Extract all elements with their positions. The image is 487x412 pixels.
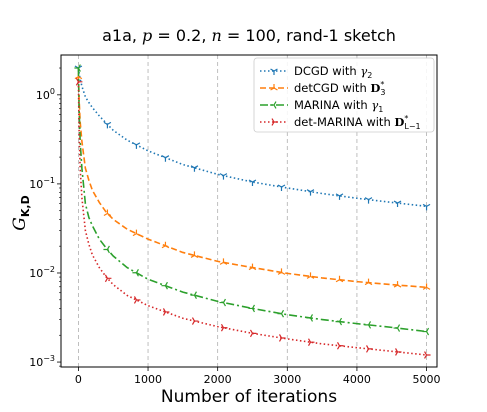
series-marker bbox=[335, 317, 343, 326]
series-marker bbox=[277, 309, 285, 318]
title-p-symbol: p bbox=[142, 26, 152, 45]
series-marker bbox=[336, 341, 344, 350]
series-marker bbox=[190, 165, 199, 172]
series-marker bbox=[364, 197, 373, 204]
x-tick-label: 3000 bbox=[273, 373, 301, 386]
title-p-value: = 0.2, bbox=[152, 26, 211, 45]
series-marker bbox=[133, 296, 141, 304]
series-marker bbox=[306, 189, 315, 196]
series-marker bbox=[366, 345, 373, 353]
legend-entry: detCGD with D* 3 bbox=[260, 80, 385, 97]
y-tick-label: 10−3 bbox=[29, 354, 55, 369]
legend-label: detCGD with D* 3 bbox=[294, 80, 385, 97]
legend-marker-sample bbox=[270, 84, 278, 91]
series-marker bbox=[191, 317, 199, 325]
legend-marker-sample bbox=[270, 68, 278, 75]
series-4 bbox=[75, 78, 431, 359]
series-line bbox=[77, 68, 427, 333]
series-marker bbox=[74, 64, 81, 72]
series-marker bbox=[104, 274, 112, 283]
series-marker bbox=[190, 251, 199, 258]
series-marker bbox=[307, 338, 315, 346]
title-n-symbol: n bbox=[212, 26, 222, 45]
series-1 bbox=[74, 65, 431, 211]
series-marker bbox=[75, 78, 83, 86]
series-marker bbox=[103, 245, 110, 254]
series-marker bbox=[424, 351, 431, 359]
y-axis-label: GK,D bbox=[10, 195, 32, 230]
series-marker bbox=[132, 142, 141, 149]
series-line bbox=[77, 76, 427, 289]
plot-series bbox=[74, 64, 431, 359]
x-tick-label: 4000 bbox=[343, 373, 371, 386]
series-line bbox=[77, 81, 427, 356]
legend-marker-sample bbox=[271, 118, 278, 126]
series-marker bbox=[248, 304, 256, 313]
series-marker bbox=[190, 291, 197, 299]
series-marker bbox=[161, 241, 170, 249]
series-marker bbox=[335, 275, 344, 283]
y-tick-label: 100 bbox=[36, 87, 55, 102]
series-marker bbox=[277, 268, 286, 275]
x-tick-label: 0 bbox=[75, 373, 82, 386]
title-dataset: a1a, bbox=[102, 26, 142, 45]
series-marker bbox=[335, 193, 344, 200]
series-marker bbox=[395, 348, 402, 356]
series-marker bbox=[103, 209, 112, 216]
series-marker bbox=[306, 272, 315, 279]
series-marker bbox=[364, 278, 373, 286]
x-axis-label: Number of iterations bbox=[161, 387, 337, 407]
series-marker bbox=[161, 155, 170, 162]
series-marker bbox=[132, 268, 139, 277]
series-marker bbox=[162, 308, 170, 316]
chart-title: a1a, p = 0.2, n = 100, rand-1 sketch bbox=[102, 26, 396, 45]
series-marker bbox=[161, 281, 168, 290]
legend-label: det-MARINA with D* L−1 bbox=[294, 114, 421, 131]
series-marker bbox=[103, 121, 112, 129]
series-marker bbox=[248, 263, 257, 271]
x-tick-label: 1000 bbox=[134, 373, 162, 386]
series-line bbox=[77, 67, 427, 208]
series-2 bbox=[74, 72, 431, 290]
series-marker bbox=[422, 203, 431, 211]
series-marker bbox=[249, 329, 257, 338]
y-tick-label: 10−2 bbox=[29, 265, 55, 280]
series-marker bbox=[219, 173, 228, 180]
series-marker bbox=[422, 283, 431, 290]
title-n-value: = 100, rand-1 sketch bbox=[222, 26, 396, 45]
x-axis-ticks: 0 1000 2000 3000 4000 5000 bbox=[75, 367, 441, 386]
series-marker bbox=[132, 229, 141, 237]
legend-entry: det-MARINA with D* L−1 bbox=[260, 114, 421, 131]
series-marker bbox=[219, 298, 226, 307]
series-3 bbox=[74, 64, 430, 336]
series-marker bbox=[306, 314, 314, 322]
series-marker bbox=[278, 334, 286, 342]
y-axis-label-sub: K,D bbox=[19, 195, 32, 217]
legend-marker-sample bbox=[270, 101, 277, 109]
series-marker bbox=[364, 321, 372, 329]
legend-entry: DCGD with γ2 bbox=[260, 64, 372, 80]
legend-entry: MARINA with γ1 bbox=[260, 98, 383, 114]
series-marker bbox=[277, 184, 286, 191]
series-marker bbox=[393, 281, 402, 288]
y-axis-label-main: G bbox=[10, 217, 30, 231]
legend-label: DCGD with γ2 bbox=[294, 64, 372, 80]
x-tick-label: 2000 bbox=[204, 373, 232, 386]
legend-box bbox=[253, 57, 435, 133]
x-tick-label: 5000 bbox=[413, 373, 441, 386]
series-marker bbox=[248, 179, 257, 187]
series-marker bbox=[219, 258, 228, 265]
y-tick-label: 10−1 bbox=[29, 176, 55, 191]
legend-label: MARINA with γ1 bbox=[294, 98, 383, 114]
series-marker bbox=[422, 327, 430, 336]
series-marker bbox=[393, 200, 402, 208]
series-marker bbox=[393, 324, 401, 332]
series-marker bbox=[220, 323, 228, 332]
y-axis-ticks: 10−3 10−2 10−1 100 bbox=[29, 67, 61, 369]
